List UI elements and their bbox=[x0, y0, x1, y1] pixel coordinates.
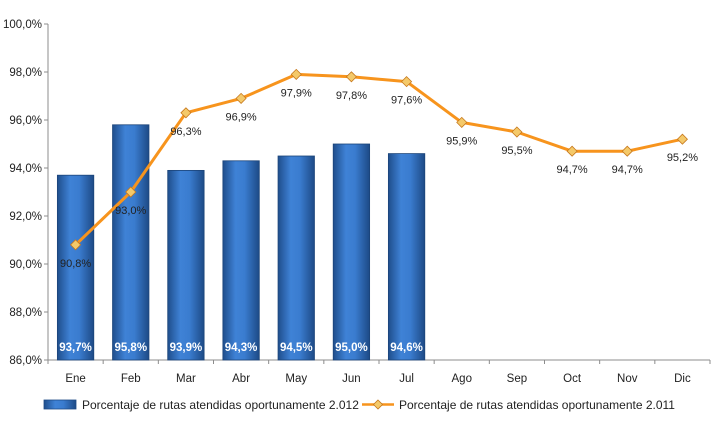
bar-value-label: 94,3% bbox=[225, 342, 258, 354]
line-marker-ene bbox=[70, 239, 82, 251]
y-tick-label: 86,0% bbox=[9, 355, 42, 367]
line-value-label: 93,0% bbox=[115, 205, 146, 217]
y-tick-label: 88,0% bbox=[9, 307, 42, 319]
data-labels: 93,7% 95,8% 93,9% 94,3% 94,5% 95,0% 94,6% 90,8%… bbox=[59, 87, 698, 354]
line-marker-dic bbox=[676, 133, 688, 145]
line-value-label: 90,8% bbox=[60, 258, 91, 270]
x-tick-label: Ene bbox=[65, 373, 85, 385]
x-tick-label: Jun bbox=[342, 373, 361, 385]
bar-feb bbox=[112, 124, 150, 361]
x-tick-label: Oct bbox=[563, 373, 582, 385]
line-marker-jul bbox=[401, 76, 413, 88]
bar-may bbox=[277, 155, 315, 361]
legend-swatch-marker bbox=[372, 399, 384, 410]
line-value-label: 94,7% bbox=[556, 164, 587, 176]
line-marker-mar bbox=[180, 107, 192, 119]
line-value-label: 95,9% bbox=[446, 135, 477, 147]
line-value-label: 97,9% bbox=[281, 87, 312, 99]
bar-jun bbox=[332, 143, 371, 361]
line-value-label: 97,8% bbox=[336, 90, 367, 102]
line-marker-ago bbox=[456, 116, 468, 128]
x-tick-label: Dic bbox=[674, 373, 691, 385]
line-value-label: 96,9% bbox=[225, 111, 256, 123]
x-tick-label: Ago bbox=[452, 373, 472, 385]
bar-series bbox=[56, 124, 426, 361]
line-marker-may bbox=[290, 68, 302, 80]
legend-label-bar: Porcentaje de rutas atendidas oportuname… bbox=[82, 398, 359, 412]
legend-swatch-bar bbox=[43, 399, 77, 410]
x-tick-label: Feb bbox=[121, 373, 141, 385]
bar-value-label: 95,0% bbox=[335, 342, 368, 354]
x-tick-label: May bbox=[285, 373, 307, 385]
y-tick-label: 98,0% bbox=[9, 67, 42, 79]
line-marker-abr bbox=[235, 92, 247, 104]
x-tick-label: Abr bbox=[232, 373, 250, 385]
axes: 86,0% 88,0% 90,0% 92,0% 94,0% 96,0% 98,0% 100,0… bbox=[3, 19, 711, 385]
y-tick-label: 94,0% bbox=[9, 163, 42, 175]
bar-ene bbox=[56, 174, 95, 361]
line-series bbox=[70, 68, 688, 251]
line-value-label: 97,6% bbox=[391, 95, 422, 107]
bar-value-label: 93,7% bbox=[59, 342, 92, 354]
y-tick-label: 90,0% bbox=[9, 259, 42, 271]
line-value-label: 96,3% bbox=[170, 126, 201, 138]
x-tick-label: Jul bbox=[399, 373, 414, 385]
x-tick-label: Sep bbox=[507, 373, 527, 385]
legend: Porcentaje de rutas atendidas oportuname… bbox=[43, 398, 675, 412]
line-marker-feb bbox=[125, 186, 137, 198]
bar-mar bbox=[167, 169, 205, 361]
bar-value-label: 95,8% bbox=[114, 342, 147, 354]
y-tick-label: 96,0% bbox=[9, 115, 42, 127]
legend-label-line: Porcentaje de rutas atendidas oportuname… bbox=[399, 398, 675, 412]
line-value-label: 94,7% bbox=[612, 164, 643, 176]
line-value-label: 95,5% bbox=[501, 145, 532, 157]
bar-jul bbox=[387, 153, 426, 361]
bar-value-label: 94,6% bbox=[390, 342, 423, 354]
line-marker-nov bbox=[621, 145, 633, 157]
x-tick-label: Mar bbox=[176, 373, 196, 385]
line-marker-jun bbox=[345, 71, 357, 83]
y-tick-label: 92,0% bbox=[9, 211, 42, 223]
line-value-label: 95,2% bbox=[667, 152, 698, 164]
line-marker-oct bbox=[566, 145, 578, 157]
x-tick-label: Nov bbox=[617, 373, 638, 385]
line-marker-sep bbox=[511, 126, 523, 138]
bar-value-label: 93,9% bbox=[170, 342, 203, 354]
bar-value-label: 94,5% bbox=[280, 342, 313, 354]
line-path bbox=[74, 72, 683, 246]
bar-abr bbox=[222, 160, 260, 361]
y-tick-label: 100,0% bbox=[3, 19, 42, 31]
